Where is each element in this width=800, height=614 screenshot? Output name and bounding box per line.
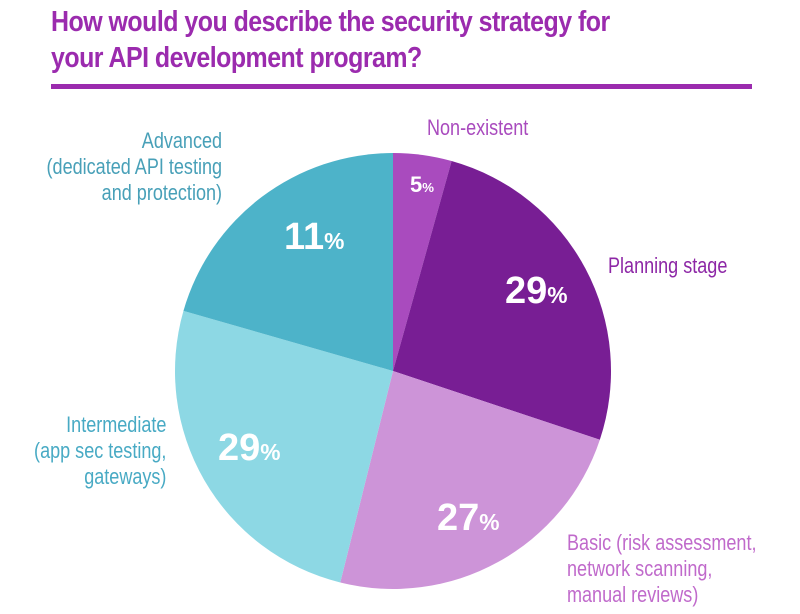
label-line: Intermediate [65, 412, 166, 437]
chart-title-line-2: your API development program? [51, 42, 422, 74]
label-line: Planning stage [608, 253, 728, 278]
label-planning: Planning stage [608, 253, 727, 279]
pct-value: 5 [410, 172, 423, 197]
label-line: (app sec testing, [33, 438, 166, 463]
slice-advanced [183, 153, 393, 371]
percent-symbol: % [260, 439, 281, 465]
label-line: manual reviews) [567, 582, 699, 607]
label-line: (dedicated API testing [46, 154, 222, 179]
pct-value: 27 [437, 497, 480, 539]
slice-non-existent [393, 153, 452, 371]
pct-basic: 27% [437, 497, 500, 540]
pct-planning: 29% [505, 270, 568, 313]
percent-symbol: % [547, 282, 568, 308]
label-line: Advanced [141, 128, 222, 153]
percent-symbol: % [479, 509, 500, 535]
label-line: Non-existent [427, 115, 529, 140]
label-line: network scanning, [567, 556, 713, 581]
pct-value: 29 [505, 270, 548, 312]
pct-non-existent: 5% [410, 172, 434, 198]
slice-basic [340, 371, 600, 589]
slice-intermediate [174, 310, 393, 583]
label-advanced: Advanced (dedicated API testing and prot… [46, 128, 222, 206]
percent-symbol: % [324, 228, 345, 254]
label-line: and protection) [101, 180, 222, 205]
label-basic: Basic (risk assessment, network scanning… [567, 530, 756, 608]
percent-symbol: % [422, 180, 434, 195]
chart-title-line-1: How would you describe the security stra… [51, 6, 610, 38]
pct-advanced: 11% [284, 216, 344, 259]
pct-value: 11 [284, 216, 325, 258]
label-intermediate: Intermediate (app sec testing, gateways) [34, 412, 166, 490]
pct-value: 29 [218, 427, 261, 469]
slice-planning [393, 161, 611, 440]
title-divider [51, 84, 752, 89]
label-non-existent: Non-existent [427, 115, 528, 141]
chart-title: How would you describe the security stra… [51, 4, 670, 76]
pct-intermediate: 29% [218, 427, 281, 470]
label-line: Basic (risk assessment, [567, 530, 757, 555]
label-line: gateways) [83, 464, 166, 489]
